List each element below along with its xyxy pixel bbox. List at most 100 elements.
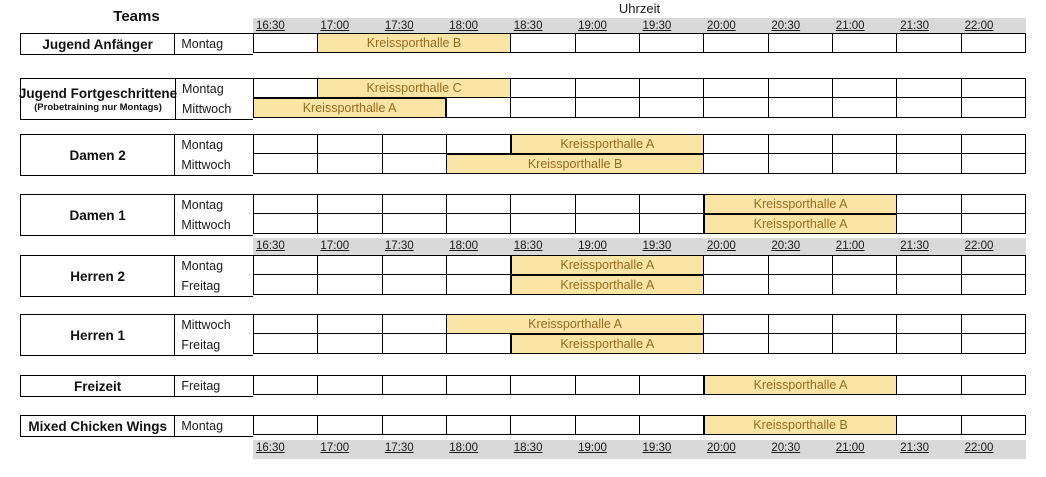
grid-cell[interactable] — [961, 194, 1026, 214]
training-slot[interactable]: Kreissporthalle A — [703, 194, 898, 214]
grid-cell[interactable] — [253, 154, 319, 174]
grid-cell[interactable] — [961, 334, 1026, 354]
grid-cell[interactable] — [318, 194, 383, 214]
grid-cell[interactable] — [382, 194, 447, 214]
grid-cell[interactable] — [832, 314, 898, 334]
grid-cell[interactable] — [639, 33, 705, 53]
grid-cell[interactable] — [511, 214, 576, 234]
grid-cell[interactable] — [318, 375, 383, 395]
grid-cell[interactable] — [704, 154, 769, 174]
grid-cell[interactable] — [897, 194, 962, 214]
grid-cell[interactable] — [768, 314, 833, 334]
grid-cell[interactable] — [318, 415, 383, 435]
grid-cell[interactable] — [704, 334, 769, 354]
grid-cell[interactable] — [639, 375, 705, 395]
grid-cell[interactable] — [318, 275, 383, 295]
grid-cell[interactable] — [704, 78, 769, 98]
grid-cell[interactable] — [704, 314, 769, 334]
grid-cell[interactable] — [704, 134, 769, 154]
grid-cell[interactable] — [575, 33, 640, 53]
grid-cell[interactable] — [253, 33, 319, 53]
grid-cell[interactable] — [575, 78, 640, 98]
grid-cell[interactable] — [768, 255, 833, 275]
grid-cell[interactable] — [961, 134, 1026, 154]
grid-cell[interactable] — [318, 334, 383, 354]
grid-cell[interactable] — [897, 78, 962, 98]
grid-cell[interactable] — [575, 98, 640, 118]
grid-cell[interactable] — [897, 33, 962, 53]
grid-cell[interactable] — [961, 255, 1026, 275]
grid-cell[interactable] — [704, 98, 769, 118]
grid-cell[interactable] — [253, 275, 319, 295]
grid-cell[interactable] — [768, 33, 833, 53]
grid-cell[interactable] — [961, 214, 1026, 234]
grid-cell[interactable] — [832, 154, 898, 174]
grid-cell[interactable] — [639, 78, 705, 98]
training-slot[interactable]: Kreissporthalle A — [510, 255, 704, 275]
grid-cell[interactable] — [639, 415, 705, 435]
grid-cell[interactable] — [446, 375, 512, 395]
grid-cell[interactable] — [318, 134, 383, 154]
training-slot[interactable]: Kreissporthalle A — [510, 134, 704, 154]
training-slot[interactable]: Kreissporthalle B — [703, 415, 898, 435]
grid-cell[interactable] — [897, 375, 962, 395]
grid-cell[interactable] — [253, 255, 319, 275]
grid-cell[interactable] — [446, 98, 512, 118]
grid-cell[interactable] — [511, 78, 576, 98]
grid-cell[interactable] — [639, 98, 705, 118]
grid-cell[interactable] — [768, 134, 833, 154]
grid-cell[interactable] — [511, 415, 576, 435]
grid-cell[interactable] — [382, 255, 447, 275]
grid-cell[interactable] — [897, 134, 962, 154]
training-slot[interactable]: Kreissporthalle C — [317, 78, 511, 98]
grid-cell[interactable] — [446, 415, 512, 435]
grid-cell[interactable] — [961, 415, 1026, 435]
grid-cell[interactable] — [897, 275, 962, 295]
grid-cell[interactable] — [832, 33, 898, 53]
grid-cell[interactable] — [704, 255, 769, 275]
grid-cell[interactable] — [382, 334, 447, 354]
grid-cell[interactable] — [446, 255, 512, 275]
grid-cell[interactable] — [382, 415, 447, 435]
grid-cell[interactable] — [832, 275, 898, 295]
grid-cell[interactable] — [961, 98, 1026, 118]
grid-cell[interactable] — [639, 214, 705, 234]
grid-cell[interactable] — [382, 154, 447, 174]
grid-cell[interactable] — [575, 415, 640, 435]
grid-cell[interactable] — [961, 314, 1026, 334]
grid-cell[interactable] — [318, 154, 383, 174]
training-slot[interactable]: Kreissporthalle B — [446, 154, 704, 174]
grid-cell[interactable] — [253, 415, 319, 435]
grid-cell[interactable] — [511, 33, 576, 53]
grid-cell[interactable] — [253, 334, 319, 354]
grid-cell[interactable] — [768, 154, 833, 174]
training-slot[interactable]: Kreissporthalle A — [703, 375, 898, 395]
grid-cell[interactable] — [446, 275, 512, 295]
grid-cell[interactable] — [318, 314, 383, 334]
grid-cell[interactable] — [382, 214, 447, 234]
grid-cell[interactable] — [382, 275, 447, 295]
grid-cell[interactable] — [446, 214, 512, 234]
grid-cell[interactable] — [511, 98, 576, 118]
grid-cell[interactable] — [961, 154, 1026, 174]
grid-cell[interactable] — [253, 134, 319, 154]
grid-cell[interactable] — [253, 194, 319, 214]
training-slot[interactable]: Kreissporthalle A — [253, 98, 447, 118]
grid-cell[interactable] — [768, 334, 833, 354]
training-slot[interactable]: Kreissporthalle A — [446, 314, 704, 334]
grid-cell[interactable] — [897, 415, 962, 435]
grid-cell[interactable] — [961, 78, 1026, 98]
grid-cell[interactable] — [897, 314, 962, 334]
grid-cell[interactable] — [897, 154, 962, 174]
grid-cell[interactable] — [961, 375, 1026, 395]
training-slot[interactable]: Kreissporthalle A — [510, 334, 704, 354]
grid-cell[interactable] — [897, 334, 962, 354]
grid-cell[interactable] — [897, 255, 962, 275]
grid-cell[interactable] — [511, 194, 576, 214]
grid-cell[interactable] — [832, 78, 898, 98]
grid-cell[interactable] — [897, 214, 962, 234]
grid-cell[interactable] — [639, 194, 705, 214]
grid-cell[interactable] — [768, 275, 833, 295]
grid-cell[interactable] — [382, 375, 447, 395]
grid-cell[interactable] — [575, 375, 640, 395]
